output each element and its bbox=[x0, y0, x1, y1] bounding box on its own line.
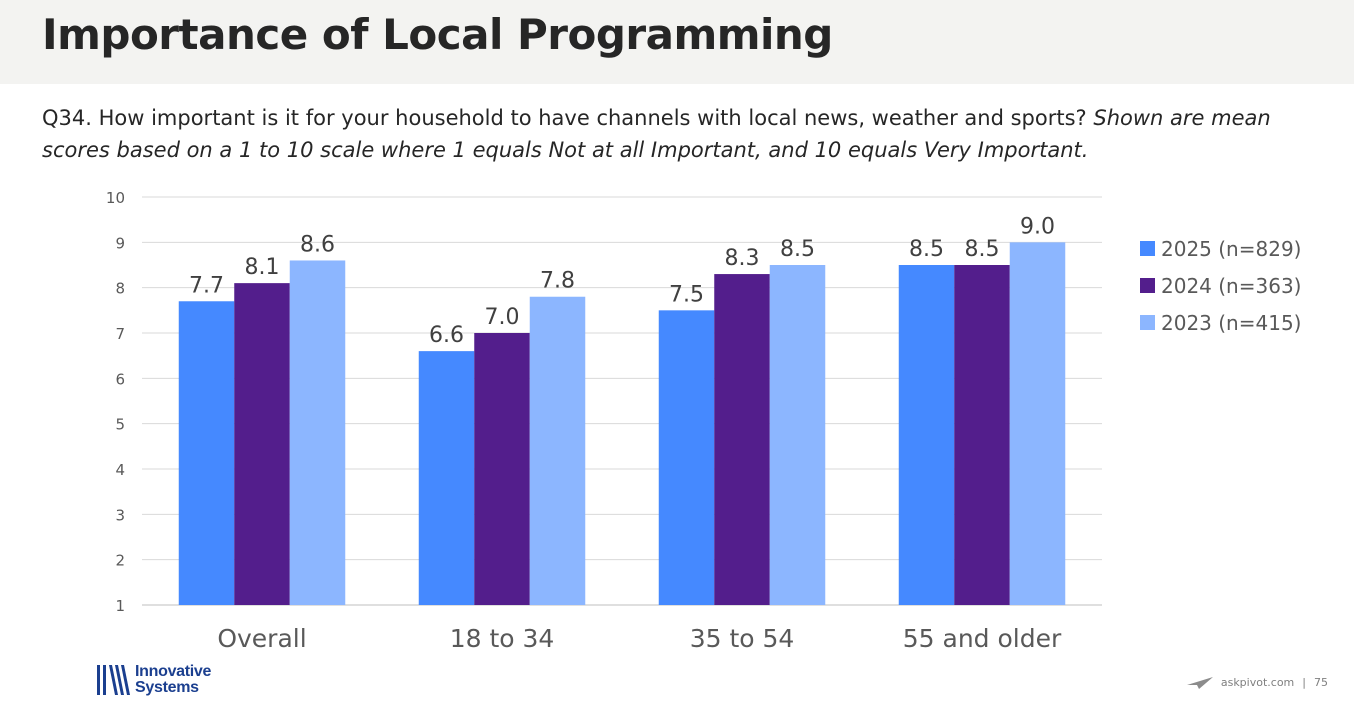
bar bbox=[474, 333, 530, 605]
bar bbox=[418, 351, 475, 605]
data-label: 8.1 bbox=[245, 255, 280, 280]
bar bbox=[1009, 242, 1066, 606]
y-tick-label: 3 bbox=[115, 506, 125, 524]
header-bar: Importance of Local Programming bbox=[0, 0, 1354, 84]
question-main: Q34. How important is it for your househ… bbox=[42, 106, 1087, 130]
footer-site: askpivot.com bbox=[1220, 676, 1295, 689]
bar bbox=[954, 265, 1010, 605]
legend-swatch bbox=[1140, 315, 1155, 330]
data-label: 7.5 bbox=[669, 282, 704, 307]
data-label: 9.0 bbox=[1020, 214, 1055, 239]
bar bbox=[178, 301, 235, 605]
bar bbox=[714, 274, 770, 605]
data-label: 7.0 bbox=[485, 305, 520, 330]
legend-item: 2024 (n=363) bbox=[1140, 267, 1301, 304]
legend-label: 2025 (n=829) bbox=[1161, 236, 1302, 261]
company-logo: Innovative Systems bbox=[97, 662, 211, 698]
x-category-label: Overall bbox=[217, 624, 306, 653]
question-text: Q34. How important is it for your househ… bbox=[42, 102, 1322, 166]
bar bbox=[898, 265, 955, 605]
y-tick-label: 6 bbox=[115, 370, 125, 388]
y-tick-label: 1 bbox=[115, 597, 125, 615]
data-label: 8.5 bbox=[965, 237, 1000, 262]
data-label: 8.5 bbox=[909, 237, 944, 262]
legend-label: 2024 (n=363) bbox=[1161, 273, 1302, 298]
logo-text: Innovative Systems bbox=[135, 664, 211, 696]
question-note: Shown are mean scores based on a 1 to 10… bbox=[42, 106, 1271, 162]
bar bbox=[234, 283, 290, 605]
data-label: 8.5 bbox=[780, 237, 815, 262]
logo-line1: Innovative bbox=[135, 663, 212, 680]
page-number: 75 bbox=[1314, 676, 1328, 689]
x-category-label: 18 to 34 bbox=[450, 624, 555, 653]
logo-line2: Systems bbox=[135, 679, 199, 696]
y-tick-label: 10 bbox=[106, 189, 125, 207]
data-label: 7.7 bbox=[189, 273, 224, 298]
bar bbox=[289, 260, 346, 605]
y-tick-label: 9 bbox=[115, 234, 125, 252]
legend-swatch bbox=[1140, 278, 1155, 293]
paper-plane-icon bbox=[1186, 676, 1213, 689]
footer-separator: | bbox=[1302, 676, 1306, 689]
y-tick-label: 4 bbox=[115, 461, 125, 479]
legend-label: 2023 (n=415) bbox=[1161, 310, 1302, 335]
x-category-label: 35 to 54 bbox=[690, 624, 795, 653]
footer: askpivot.com | 75 bbox=[1186, 676, 1328, 689]
legend-item: 2025 (n=829) bbox=[1140, 230, 1301, 267]
bar bbox=[529, 296, 586, 605]
x-category-label: 55 and older bbox=[903, 624, 1062, 653]
data-label: 7.8 bbox=[540, 269, 575, 294]
y-tick-label: 5 bbox=[115, 416, 125, 434]
y-tick-label: 8 bbox=[115, 280, 125, 298]
y-tick-label: 2 bbox=[115, 552, 125, 570]
data-label: 8.6 bbox=[300, 232, 335, 257]
y-tick-label: 7 bbox=[115, 325, 125, 343]
bar bbox=[769, 265, 826, 605]
bar bbox=[658, 310, 715, 605]
legend-swatch bbox=[1140, 241, 1155, 256]
chart-legend: 2025 (n=829) 2024 (n=363) 2023 (n=415) bbox=[1140, 230, 1301, 341]
data-label: 8.3 bbox=[725, 246, 760, 271]
page-title: Importance of Local Programming bbox=[42, 10, 833, 59]
logo-stripes-icon bbox=[97, 665, 130, 695]
legend-item: 2023 (n=415) bbox=[1140, 304, 1301, 341]
data-label: 6.6 bbox=[429, 323, 464, 348]
